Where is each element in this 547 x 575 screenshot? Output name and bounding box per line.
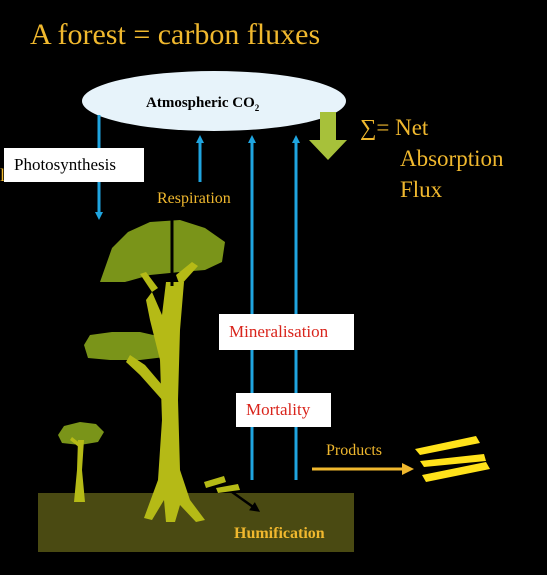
respiration-label: Respiration xyxy=(157,190,231,207)
wood-product xyxy=(420,454,486,467)
atmosphere-label: Atmospheric CO2 xyxy=(146,95,260,113)
net-flux-line3: Flux xyxy=(400,177,443,202)
ground xyxy=(38,493,354,552)
tree-branch-top-left xyxy=(140,272,158,292)
dead-wood xyxy=(216,484,240,493)
net-flux-line1: ∑= Net xyxy=(360,115,429,140)
net-flux-label: ∑= Net Absorption Flux xyxy=(360,112,504,205)
small-tree-branch xyxy=(70,437,82,448)
tree-trunk xyxy=(144,282,205,522)
humification-label: Humification xyxy=(234,525,325,542)
tree-branch-right xyxy=(176,262,198,286)
small-tree-trunk xyxy=(74,440,85,502)
respiration-bracket xyxy=(145,186,174,286)
mineralisation-label: Mineralisation xyxy=(219,314,354,350)
litterfall-arrow xyxy=(188,377,216,475)
humification-arrow xyxy=(231,490,261,512)
small-tree-canopy xyxy=(58,422,104,445)
atmosphere-ellipse xyxy=(82,71,346,131)
net-flux-line2: Absorption xyxy=(400,146,504,171)
net-absorption-arrow xyxy=(309,112,347,160)
tree-canopy-middle xyxy=(84,332,170,360)
wood-product xyxy=(422,462,490,482)
tree-canopy-top xyxy=(100,220,225,282)
slide-title: A forest = carbon fluxes xyxy=(30,18,321,51)
photosynthesis-label: Photosynthesis xyxy=(4,148,144,182)
dead-wood xyxy=(204,476,226,488)
mortality-label: Mortality xyxy=(236,393,331,427)
products-label: Products xyxy=(326,442,382,459)
tree-branch-left xyxy=(126,355,168,402)
wood-product xyxy=(415,436,480,455)
